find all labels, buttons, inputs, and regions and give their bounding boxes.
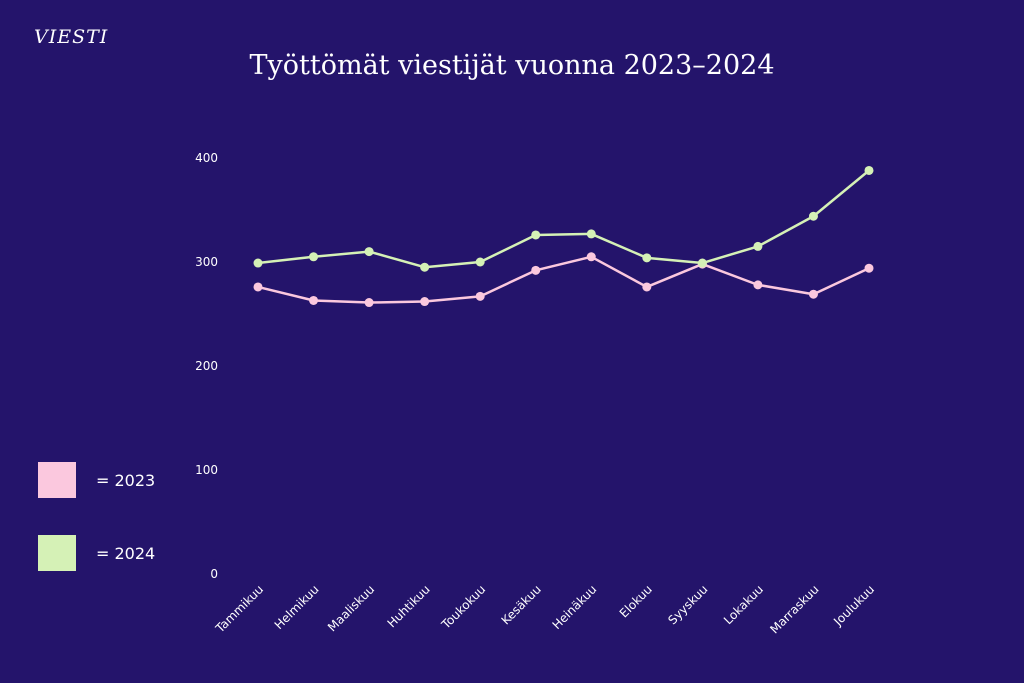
data-point-2023	[753, 280, 763, 290]
data-point-2024	[586, 229, 596, 239]
x-tick-label: Heinäkuu	[550, 582, 600, 632]
data-point-2024	[864, 165, 874, 175]
series-line-2024	[256, 169, 871, 269]
data-point-2024	[309, 252, 319, 262]
y-axis-ticks: 0 100 200 300 400	[195, 151, 218, 581]
x-axis-ticks: Tammikuu Helmikuu Maaliskuu Huhtikuu Toukoku…	[212, 582, 877, 636]
x-tick-label: Elokuu	[617, 582, 655, 620]
data-point-2024	[253, 258, 263, 268]
data-point-2024	[808, 211, 818, 221]
data-point-2023	[864, 263, 874, 273]
data-point-2024	[753, 241, 763, 251]
data-point-2023	[642, 282, 652, 292]
x-tick-label: Lokakuu	[721, 582, 766, 627]
data-point-2023	[586, 252, 596, 262]
y-tick-label: 100	[195, 463, 218, 477]
data-point-2024	[420, 262, 430, 272]
y-tick-label: 300	[195, 255, 218, 269]
data-point-2023	[309, 295, 319, 305]
series-line-2023	[256, 255, 871, 304]
x-tick-label: Maaliskuu	[325, 582, 377, 634]
y-tick-label: 0	[210, 567, 218, 581]
series-lines	[256, 169, 871, 304]
data-point-2023	[531, 265, 541, 275]
x-tick-label: Helmikuu	[272, 582, 322, 632]
brand-logo: VIESTI	[34, 26, 109, 48]
legend-label-2023: = 2023	[96, 470, 156, 490]
data-point-2023	[808, 289, 818, 299]
data-point-2024	[531, 230, 541, 240]
x-tick-label: Joulukuu	[830, 582, 877, 629]
legend-swatch-2024	[38, 535, 76, 571]
data-point-2024	[697, 258, 707, 268]
y-tick-label: 200	[195, 359, 218, 373]
x-tick-label: Huhtikuu	[385, 582, 433, 630]
data-point-2024	[475, 257, 485, 267]
legend-swatch-2023	[38, 462, 76, 498]
legend-label-2024: = 2024	[96, 543, 156, 563]
data-point-2023	[364, 298, 374, 308]
data-point-2023	[420, 297, 430, 307]
data-point-2023	[475, 291, 485, 301]
series-points	[253, 165, 874, 308]
legend-2023: = 2023	[38, 462, 155, 498]
data-point-2023	[253, 282, 263, 292]
x-tick-label: Tammikuu	[212, 582, 266, 636]
y-tick-label: 400	[195, 151, 218, 165]
x-tick-label: Marraskuu	[767, 582, 821, 636]
x-tick-label: Syyskuu	[665, 582, 710, 627]
data-point-2024	[364, 247, 374, 257]
x-tick-label: Toukokuu	[438, 582, 488, 632]
legend-2024: = 2024	[38, 535, 155, 571]
chart-title: Työttömät viestijät vuonna 2023–2024	[249, 50, 775, 81]
x-tick-label: Kesäkuu	[499, 582, 544, 627]
data-point-2024	[642, 253, 652, 263]
